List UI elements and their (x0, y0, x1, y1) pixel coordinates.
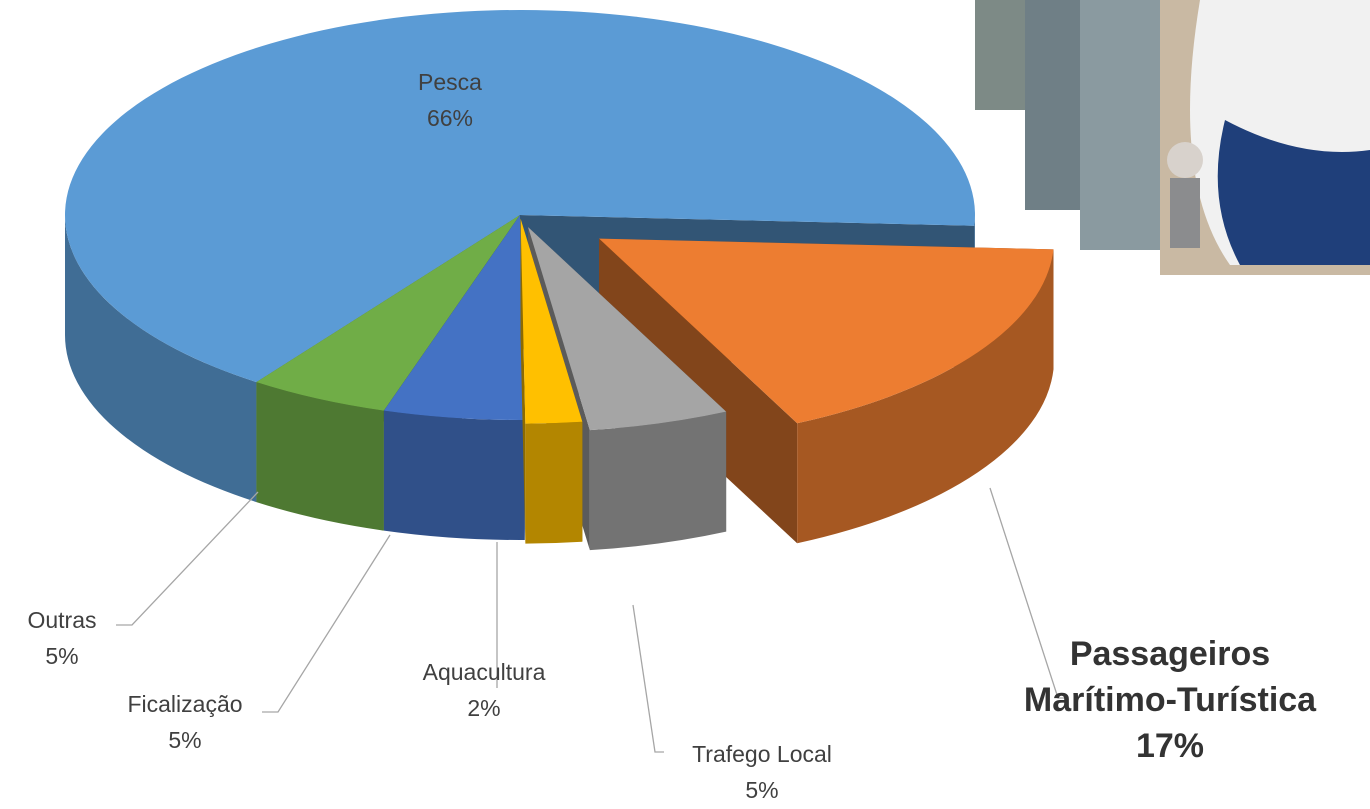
slice-value: 66% (418, 100, 482, 136)
slice-side (525, 422, 582, 544)
slice-value: 2% (423, 690, 546, 726)
slice-name: Outras (27, 602, 96, 638)
slice-value: 5% (127, 722, 242, 758)
slice-name: Aquacultura (423, 654, 546, 690)
slice-side (384, 411, 525, 540)
slice-name: Passageiros Marítimo-Turística (1005, 631, 1335, 723)
page: Pesca66% Passageiros Marítimo-Turística17… (0, 0, 1370, 809)
slice-value: 5% (27, 638, 96, 674)
slice-side (590, 412, 726, 551)
slice-value: 17% (1005, 723, 1335, 769)
photo (975, 0, 1370, 275)
slice-name: Ficalização (127, 686, 242, 722)
slice-name: Pesca (418, 64, 482, 100)
slice-value: 5% (692, 772, 832, 808)
slice-name: Trafego Local (692, 736, 832, 772)
pie (65, 10, 1054, 550)
